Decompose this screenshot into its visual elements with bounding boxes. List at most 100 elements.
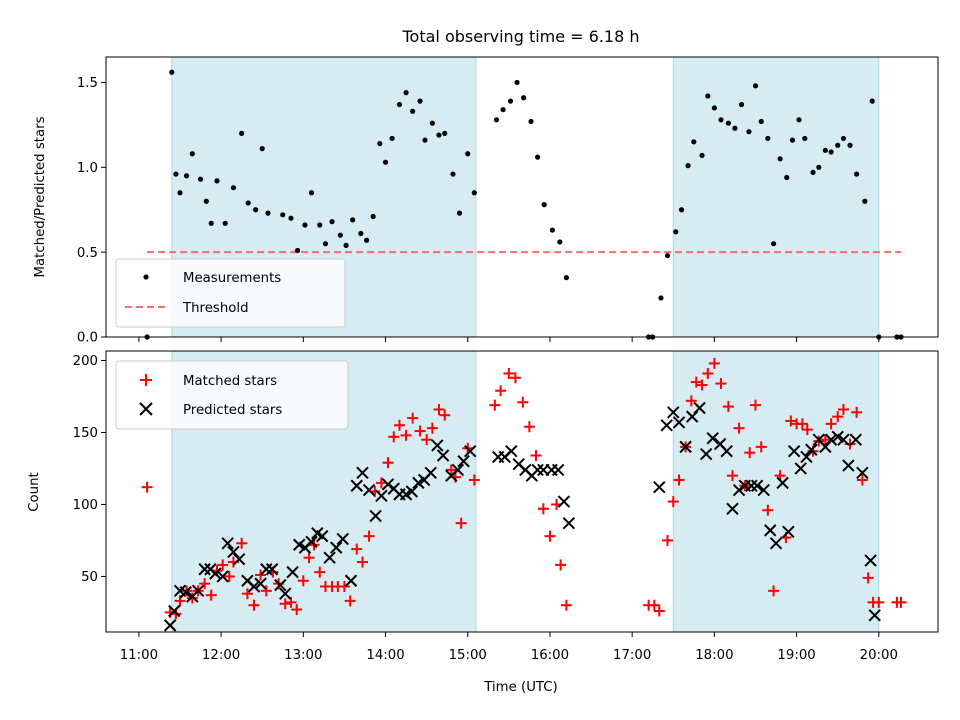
measurement-point xyxy=(253,207,259,213)
predicted-star-point xyxy=(375,489,388,503)
predicted-star-point xyxy=(405,485,419,498)
measurement-point xyxy=(245,200,251,206)
predicted-star-point xyxy=(265,563,279,576)
predicted-star-point xyxy=(856,466,869,479)
predicted-star-point xyxy=(356,466,369,479)
matched-star-point xyxy=(351,543,363,555)
measurement-point xyxy=(239,130,245,136)
matched-star-point xyxy=(445,464,457,476)
matched-star-point xyxy=(755,441,767,453)
bottom-y-tick-label: 150 xyxy=(73,426,98,441)
predicted-star-point xyxy=(305,535,318,549)
matched-star-point xyxy=(862,572,874,584)
measurement-point xyxy=(514,79,520,86)
matched-star-point xyxy=(344,595,356,607)
measurement-point xyxy=(422,137,428,143)
measurement-point xyxy=(557,239,563,245)
measurement-point xyxy=(854,171,860,177)
measurement-point xyxy=(685,163,691,169)
measurement-point xyxy=(197,176,204,182)
top-axes-frame xyxy=(105,56,939,338)
bottom-axes-frame xyxy=(105,350,939,633)
measurement-point xyxy=(500,107,506,113)
top-panel: 0.0 0.5 1.0 1.5 Total observing time = 6.18… xyxy=(33,27,939,346)
matched-star-point xyxy=(744,447,756,459)
matched-star-point xyxy=(314,566,326,578)
matched-star-point xyxy=(426,422,438,434)
predicted-star-point xyxy=(216,570,229,583)
measurement-point xyxy=(658,295,664,301)
predicted-star-point xyxy=(191,584,205,598)
matched-star-point xyxy=(279,598,291,610)
measurement-point xyxy=(822,147,828,153)
predicted-star-point xyxy=(381,478,395,491)
measurement-point xyxy=(507,98,514,104)
measurement-point xyxy=(230,185,237,191)
matched-star-point xyxy=(653,605,665,617)
measurement-point xyxy=(718,117,724,123)
top-y-ticks: 0.0 0.5 1.0 1.5 xyxy=(77,76,106,346)
measurement-point xyxy=(528,118,534,125)
matched-star-point xyxy=(873,596,885,608)
predicted-star-point xyxy=(457,455,470,468)
predicted-star-point xyxy=(247,580,261,593)
measurement-point xyxy=(358,230,364,237)
measurement-point xyxy=(410,108,416,114)
measurement-point xyxy=(280,212,286,218)
matched-star-point xyxy=(768,585,780,597)
matched-star-point xyxy=(363,530,375,542)
x-tick-label: 11:00 xyxy=(120,648,158,663)
predicted-star-point xyxy=(693,401,706,415)
matched-star-point xyxy=(685,395,697,407)
predicted-star-point xyxy=(660,419,673,432)
predicted-star-point xyxy=(732,483,746,497)
matched-star-point xyxy=(690,376,702,388)
measurement-point xyxy=(847,142,853,148)
measurement-point xyxy=(203,198,209,204)
top-y-axis-label: Matched/Predicted stars xyxy=(33,116,48,277)
matched-star-point xyxy=(205,589,217,601)
bottom-y-tick-label: 50 xyxy=(81,570,98,585)
matched-star-point xyxy=(509,372,521,384)
predicted-star-point xyxy=(800,450,813,464)
measurement-point xyxy=(389,135,395,142)
top-legend-box xyxy=(115,258,346,328)
predicted-star-point xyxy=(750,479,764,492)
matched-star-point xyxy=(394,419,406,431)
measurement-point xyxy=(417,98,423,104)
measurement-point xyxy=(208,220,214,226)
matched-star-point xyxy=(722,401,734,413)
matched-star-point xyxy=(223,570,235,582)
measurement-point xyxy=(364,237,370,243)
measurement-point xyxy=(471,190,477,196)
predicted-star-point xyxy=(431,439,444,452)
predicted-star-point xyxy=(329,541,343,554)
matched-star-point xyxy=(696,379,708,391)
measurement-point xyxy=(784,174,790,181)
predicted-star-point xyxy=(209,567,222,580)
measurement-point xyxy=(541,202,547,208)
bottom-x-ticks: 11:00 12:00 13:00 14:00 15:00 16:00 17:00 18:00… xyxy=(120,632,898,663)
matched-star-point xyxy=(702,367,714,379)
measurement-point xyxy=(377,140,383,147)
predicted-star-point xyxy=(254,577,267,590)
measurement-point xyxy=(699,152,705,159)
predicted-star-point xyxy=(794,462,807,475)
measurement-point xyxy=(705,93,711,99)
measurement-point xyxy=(725,120,731,126)
measurement-point xyxy=(302,222,308,228)
predicted-star-point xyxy=(679,440,692,454)
measurement-point xyxy=(189,151,195,157)
bottom-y-axis-label: Count xyxy=(27,472,42,512)
bottom-panel: 50 100 150 200 11:00 12:00 13:00 14:00 15:00 16:… xyxy=(27,350,939,695)
matched-star-point xyxy=(517,396,529,408)
measurement-point xyxy=(738,101,745,108)
measurement-point xyxy=(317,222,323,228)
matched-star-point xyxy=(236,537,248,549)
measurement-point xyxy=(450,171,456,177)
measurement-point xyxy=(403,90,409,96)
predicted-stars-series xyxy=(163,401,881,632)
top-legend: Measurements Threshold xyxy=(115,258,346,328)
measurement-point xyxy=(840,135,847,142)
predicted-star-point xyxy=(745,479,758,492)
